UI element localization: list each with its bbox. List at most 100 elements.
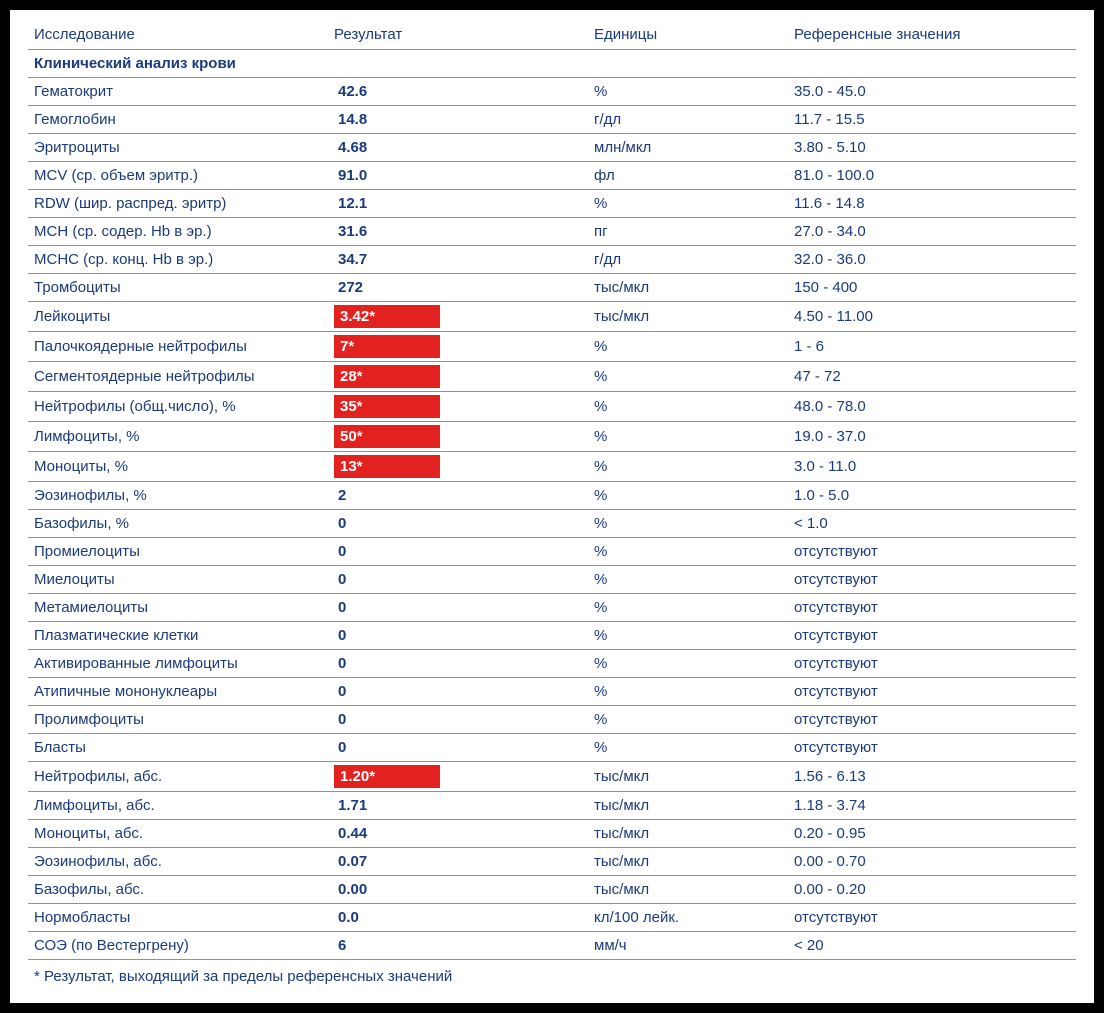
- table-row: MCH (ср. содер. Hb в эр.)31.6пг27.0 - 34…: [28, 218, 1076, 246]
- cell-units: пг: [588, 218, 788, 246]
- table-row: Сегментоядерные нейтрофилы28*%47 - 72: [28, 362, 1076, 392]
- cell-result: 0: [328, 622, 588, 650]
- cell-reference: отсутствуют: [788, 538, 1076, 566]
- cell-units: %: [588, 678, 788, 706]
- result-value-normal: 34.7: [334, 249, 371, 270]
- cell-units: тыс/мкл: [588, 762, 788, 792]
- cell-result: 3.42*: [328, 302, 588, 332]
- cell-reference: отсутствуют: [788, 734, 1076, 762]
- cell-units: фл: [588, 162, 788, 190]
- footnote: * Результат, выходящий за пределы рефере…: [28, 960, 1076, 985]
- header-reference: Референсные значения: [788, 22, 1076, 50]
- cell-test-name: MCV (ср. объем эритр.): [28, 162, 328, 190]
- cell-units: тыс/мкл: [588, 848, 788, 876]
- result-value-normal: 0: [334, 541, 350, 562]
- cell-units: %: [588, 622, 788, 650]
- cell-reference: 0.00 - 0.20: [788, 876, 1076, 904]
- cell-test-name: MCHC (ср. конц. Hb в эр.): [28, 246, 328, 274]
- cell-test-name: Бласты: [28, 734, 328, 762]
- cell-result: 50*: [328, 422, 588, 452]
- cell-test-name: Эозинофилы, абс.: [28, 848, 328, 876]
- result-value-normal: 272: [334, 277, 367, 298]
- cell-units: тыс/мкл: [588, 302, 788, 332]
- results-table: Исследование Результат Единицы Референсн…: [28, 22, 1076, 960]
- table-row: Базофилы, %0%< 1.0: [28, 510, 1076, 538]
- cell-reference: 0.00 - 0.70: [788, 848, 1076, 876]
- table-row: Лимфоциты, %50*%19.0 - 37.0: [28, 422, 1076, 452]
- result-value-normal: 6: [334, 935, 350, 956]
- cell-test-name: Базофилы, абс.: [28, 876, 328, 904]
- cell-test-name: Нейтрофилы, абс.: [28, 762, 328, 792]
- cell-units: г/дл: [588, 106, 788, 134]
- table-row: MCV (ср. объем эритр.)91.0фл81.0 - 100.0: [28, 162, 1076, 190]
- result-value-abnormal: 1.20*: [334, 765, 440, 788]
- cell-test-name: Атипичные мононуклеары: [28, 678, 328, 706]
- result-value-normal: 0: [334, 653, 350, 674]
- table-row: Миелоциты0%отсутствуют: [28, 566, 1076, 594]
- result-value-abnormal: 35*: [334, 395, 440, 418]
- cell-units: %: [588, 510, 788, 538]
- table-row: Плазматические клетки0%отсутствуют: [28, 622, 1076, 650]
- result-value-normal: 0.07: [334, 851, 371, 872]
- cell-reference: 1.18 - 3.74: [788, 792, 1076, 820]
- cell-test-name: RDW (шир. распред. эритр): [28, 190, 328, 218]
- cell-units: %: [588, 190, 788, 218]
- cell-test-name: Нормобласты: [28, 904, 328, 932]
- cell-result: 12.1: [328, 190, 588, 218]
- cell-reference: отсутствуют: [788, 904, 1076, 932]
- cell-result: 42.6: [328, 78, 588, 106]
- cell-result: 28*: [328, 362, 588, 392]
- cell-reference: < 20: [788, 932, 1076, 960]
- table-row: СОЭ (по Вестергрену)6мм/ч< 20: [28, 932, 1076, 960]
- cell-reference: 32.0 - 36.0: [788, 246, 1076, 274]
- cell-test-name: Активированные лимфоциты: [28, 650, 328, 678]
- table-row: Гематокрит42.6%35.0 - 45.0: [28, 78, 1076, 106]
- cell-result: 4.68: [328, 134, 588, 162]
- cell-units: млн/мкл: [588, 134, 788, 162]
- table-row: Эозинофилы, абс. 0.07 тыс/мкл0.00 - 0.70: [28, 848, 1076, 876]
- cell-test-name: Плазматические клетки: [28, 622, 328, 650]
- header-name: Исследование: [28, 22, 328, 50]
- cell-test-name: Тромбоциты: [28, 274, 328, 302]
- cell-reference: 19.0 - 37.0: [788, 422, 1076, 452]
- result-value-normal: 0.00: [334, 879, 371, 900]
- result-value-normal: 0: [334, 597, 350, 618]
- cell-result: 0.00: [328, 876, 588, 904]
- table-body: Клинический анализ крови Гематокрит42.6%…: [28, 50, 1076, 960]
- result-value-normal: 31.6: [334, 221, 371, 242]
- cell-result: 0: [328, 510, 588, 538]
- table-row: Атипичные мононуклеары0%отсутствуют: [28, 678, 1076, 706]
- result-value-normal: 0: [334, 569, 350, 590]
- cell-test-name: Миелоциты: [28, 566, 328, 594]
- table-row: Моноциты, %13*%3.0 - 11.0: [28, 452, 1076, 482]
- cell-reference: 81.0 - 100.0: [788, 162, 1076, 190]
- cell-test-name: MCH (ср. содер. Hb в эр.): [28, 218, 328, 246]
- result-value-normal: 12.1: [334, 193, 371, 214]
- cell-result: 0: [328, 594, 588, 622]
- result-value-normal: 2: [334, 485, 350, 506]
- cell-units: %: [588, 706, 788, 734]
- cell-reference: 47 - 72: [788, 362, 1076, 392]
- cell-units: %: [588, 422, 788, 452]
- cell-reference: отсутствуют: [788, 594, 1076, 622]
- result-value-abnormal: 50*: [334, 425, 440, 448]
- cell-reference: отсутствуют: [788, 678, 1076, 706]
- table-row: Активированные лимфоциты0%отсутствуют: [28, 650, 1076, 678]
- cell-units: тыс/мкл: [588, 820, 788, 848]
- result-value-abnormal: 7*: [334, 335, 440, 358]
- table-row: Эритроциты4.68млн/мкл3.80 - 5.10: [28, 134, 1076, 162]
- result-value-normal: 0.44: [334, 823, 371, 844]
- cell-units: тыс/мкл: [588, 792, 788, 820]
- cell-test-name: Гематокрит: [28, 78, 328, 106]
- cell-result: 1.20*: [328, 762, 588, 792]
- cell-result: 14.8: [328, 106, 588, 134]
- result-value-normal: 0: [334, 625, 350, 646]
- cell-reference: отсутствуют: [788, 706, 1076, 734]
- cell-reference: 4.50 - 11.00: [788, 302, 1076, 332]
- cell-result: 272: [328, 274, 588, 302]
- cell-reference: 3.0 - 11.0: [788, 452, 1076, 482]
- cell-result: 35*: [328, 392, 588, 422]
- cell-reference: 1.0 - 5.0: [788, 482, 1076, 510]
- table-row: Лейкоциты3.42*тыс/мкл4.50 - 11.00: [28, 302, 1076, 332]
- result-value-normal: 14.8: [334, 109, 371, 130]
